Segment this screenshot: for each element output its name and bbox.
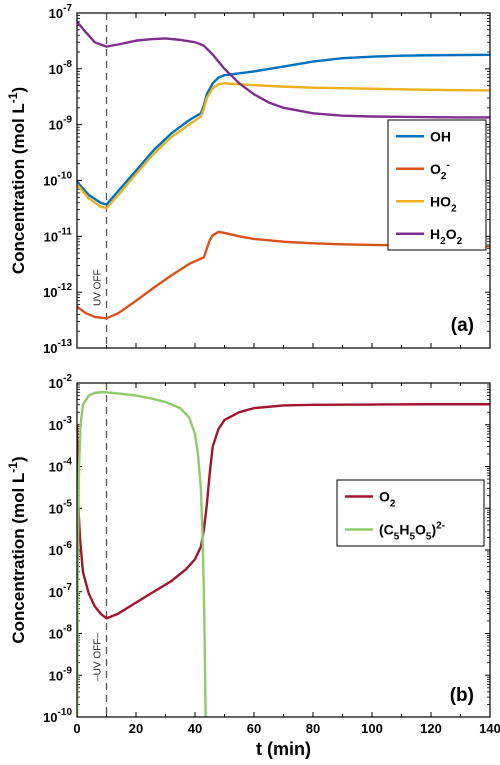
legend-label: HO2 <box>430 193 457 214</box>
xtick-label: 140 <box>479 721 500 736</box>
ytick-label: 10-10 <box>43 707 72 725</box>
panel-a-series <box>77 20 490 320</box>
xtick-label: 40 <box>188 721 202 736</box>
xtick-label: 20 <box>129 721 143 736</box>
ytick-label: 10-4 <box>49 457 73 475</box>
ytick-label: 10-12 <box>43 282 72 300</box>
ytick-label: 10-7 <box>49 582 73 600</box>
ytick-label: 10-2 <box>49 373 73 391</box>
xtick-label: 60 <box>247 721 261 736</box>
legend-label: O2 <box>379 489 396 510</box>
panel-b-frame <box>77 383 490 717</box>
series-line <box>77 82 490 210</box>
panel-b: 10-10 10-9 10-8 10-7 10-6 10-5 10-4 10-3 10-2 0 2… <box>6 373 500 759</box>
legend-label: H2O2 <box>430 226 463 247</box>
ytick-label: 10-6 <box>49 540 73 558</box>
ytick-label: 10-5 <box>49 498 73 516</box>
panel-b-uv-off-label: –UV OFF– <box>93 633 104 681</box>
xtick-label: 0 <box>73 721 80 736</box>
legend-label: (C5H5O5)2- <box>379 521 445 543</box>
panel-a-legend: OH O2- HO2 H2O2 <box>387 119 487 251</box>
xtick-label: 100 <box>361 721 383 736</box>
xtick-label: 120 <box>420 721 442 736</box>
ytick-label: 10-3 <box>49 415 73 433</box>
panel-b-xtick-labels: 0 20 40 60 80 100 120 140 <box>73 721 500 736</box>
series-line <box>77 53 490 206</box>
panel-b-ytick-labels: 10-10 10-9 10-8 10-7 10-6 10-5 10-4 10-3 10-2 <box>43 373 72 725</box>
series-line <box>77 230 490 320</box>
panel-b-ylabel: Concentration (mol L-1) <box>6 456 28 643</box>
legend-label: OH <box>430 128 451 144</box>
legend-box <box>387 119 487 251</box>
series-line <box>77 391 207 717</box>
ytick-label: 10-8 <box>49 59 73 77</box>
panel-a-border <box>76 12 491 349</box>
panel-a: 10-13 10-12 10-11 10-10 10-9 10-8 10-7 Concent… <box>6 3 491 356</box>
ytick-label: 10-9 <box>49 665 73 683</box>
ytick-label: 10-8 <box>49 624 73 642</box>
ytick-label: 10-9 <box>49 115 73 133</box>
legend-label: O2- <box>430 160 450 182</box>
panel-a-ylabel: Concentration (mol L-1) <box>6 87 28 274</box>
ytick-label: 10-11 <box>44 226 73 244</box>
series-line <box>77 403 490 620</box>
panel-b-xlabel: t (min) <box>256 739 311 759</box>
ytick-label: 10-10 <box>43 171 72 189</box>
panel-b-series <box>77 391 490 717</box>
panel-b-border <box>76 382 491 718</box>
xtick-label: 80 <box>306 721 320 736</box>
panel-a-ytick-labels: 10-13 10-12 10-11 10-10 10-9 10-8 10-7 <box>43 3 72 356</box>
panel-a-label: (a) <box>451 315 474 336</box>
panel-b-label: (b) <box>450 685 474 706</box>
legend-box <box>336 479 485 547</box>
ytick-label: 10-13 <box>43 338 72 356</box>
ytick-label: 10-7 <box>49 3 73 21</box>
panel-a-uv-off-label: UV OFF <box>93 269 104 306</box>
series-line <box>77 20 490 119</box>
panel-b-legend: O2 (C5H5O5)2- <box>336 479 485 547</box>
